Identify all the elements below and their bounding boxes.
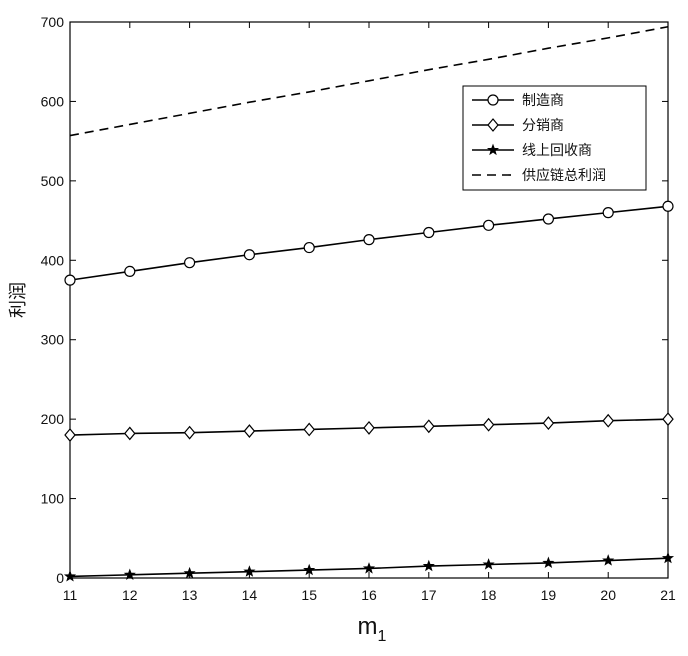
- y-tick-label-0: 0: [56, 570, 64, 586]
- legend-entry-1: 分销商: [472, 118, 564, 134]
- series-2-point-10: [661, 551, 675, 564]
- series-2-point-0: [63, 570, 77, 582]
- x-tick-label-6: 17: [421, 587, 437, 603]
- series-2-point-1: [123, 568, 136, 580]
- series-3: [69, 25, 669, 137]
- x-tick-label-0: 11: [63, 587, 78, 603]
- series-0-point-1: [124, 265, 136, 278]
- legend-marker-2: [486, 143, 500, 156]
- x-axis-label-main: m: [358, 613, 378, 640]
- legend-label-0: 制造商: [522, 93, 564, 109]
- series-0-point-0: [64, 274, 76, 286]
- y-tick-label-6: 600: [41, 93, 65, 109]
- y-axis-label: 利润: [8, 282, 28, 318]
- series-1-point-4: [303, 422, 315, 437]
- series-2-point-8: [542, 556, 555, 569]
- series-0-point-3: [243, 249, 255, 261]
- x-axis-label: m1: [358, 613, 387, 645]
- x-tick-label-3: 14: [242, 587, 258, 603]
- series-2-point-4: [303, 563, 316, 576]
- y-tick-label-3: 300: [41, 332, 65, 348]
- x-tick-label-7: 18: [481, 587, 497, 603]
- series-2-point-7: [482, 558, 495, 570]
- series-0-point-6: [423, 226, 435, 239]
- series-2-point-3: [243, 565, 256, 577]
- series-1-point-5: [363, 420, 375, 435]
- series-2-point-6: [422, 559, 435, 572]
- series-0-point-10: [662, 200, 674, 212]
- series-1-point-8: [542, 416, 555, 431]
- series-0: [64, 200, 674, 286]
- y-tick-label-7: 700: [41, 14, 65, 30]
- legend-entry-2: 线上回收商: [472, 143, 592, 159]
- series-0-point-5: [363, 234, 375, 246]
- series-0-point-7: [483, 219, 495, 231]
- series-1-point-10: [662, 412, 674, 427]
- y-tick-label-4: 400: [41, 252, 65, 268]
- series-1-point-0: [64, 428, 76, 442]
- series-1-point-9: [602, 413, 614, 428]
- legend-label-2: 线上回收商: [522, 143, 592, 159]
- legend-entry-0: 制造商: [472, 93, 564, 109]
- series-layer: [63, 25, 675, 582]
- series-0-point-2: [184, 257, 196, 269]
- series-line-3: [69, 25, 669, 137]
- legend-label-3: 供应链总利润: [522, 167, 606, 184]
- y-tick-label-5: 500: [41, 173, 65, 189]
- series-0-point-4: [303, 241, 315, 254]
- legend-marker-1: [487, 118, 499, 132]
- series-0-point-9: [602, 207, 614, 219]
- legend-entry-3: 供应链总利润: [472, 167, 606, 184]
- y-tick-label-2: 200: [41, 411, 65, 427]
- series-1-point-2: [183, 425, 196, 440]
- legend-label-1: 分销商: [522, 118, 564, 134]
- y-tick-label-1: 100: [41, 491, 65, 507]
- series-2-point-9: [602, 554, 615, 566]
- x-tick-label-5: 16: [361, 587, 377, 603]
- series-2-point-2: [183, 566, 196, 579]
- x-tick-label-4: 15: [301, 587, 317, 603]
- axis-ticks: 11 12 13 14 15 16 17 18 19 20 21 0 100 200 300 400 500 60…: [41, 14, 676, 603]
- x-tick-label-10: 21: [660, 587, 676, 603]
- x-tick-label-1: 12: [122, 587, 138, 603]
- series-1-point-7: [482, 417, 495, 432]
- series-1-point-1: [124, 426, 136, 441]
- x-axis-label-subscript: 1: [378, 628, 387, 645]
- series-2-point-5: [362, 562, 376, 574]
- series-1-point-6: [423, 419, 435, 434]
- x-tick-label-8: 19: [541, 587, 557, 603]
- legend-marker-0: [487, 94, 499, 106]
- x-tick-label-9: 20: [600, 587, 616, 603]
- series-1-point-3: [243, 424, 256, 438]
- series-2: [63, 551, 675, 582]
- series-1: [64, 412, 674, 442]
- series-0-point-8: [542, 213, 555, 225]
- x-tick-label-2: 13: [182, 587, 198, 603]
